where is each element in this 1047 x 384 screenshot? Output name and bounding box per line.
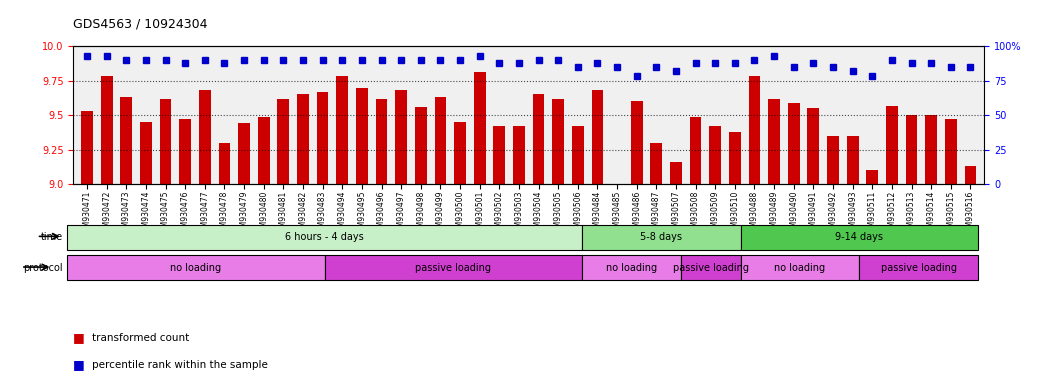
Bar [787, 103, 800, 184]
Bar [376, 99, 387, 184]
Bar [886, 106, 897, 184]
Text: percentile rank within the sample: percentile rank within the sample [92, 360, 268, 370]
Text: ■: ■ [73, 358, 85, 371]
Text: no loading: no loading [171, 263, 222, 273]
Bar [867, 170, 878, 184]
Bar [179, 119, 191, 184]
Bar [297, 94, 309, 184]
Bar [277, 99, 289, 184]
Text: 9-14 days: 9-14 days [836, 232, 884, 242]
Bar [690, 117, 701, 184]
Bar [650, 143, 662, 184]
Bar [768, 99, 780, 184]
Bar [944, 119, 957, 184]
Bar [82, 111, 93, 184]
Bar [120, 97, 132, 184]
Bar [316, 92, 329, 184]
Bar [473, 72, 486, 184]
Text: transformed count: transformed count [92, 333, 190, 343]
Bar [572, 126, 584, 184]
Bar [710, 126, 721, 184]
Text: 5-8 days: 5-8 days [641, 232, 683, 242]
Bar [493, 126, 505, 184]
Text: ■: ■ [73, 331, 85, 344]
Bar [964, 166, 976, 184]
Bar [847, 136, 859, 184]
Text: no loading: no loading [775, 263, 826, 273]
Text: no loading: no loading [606, 263, 658, 273]
Text: passive loading: passive loading [673, 263, 749, 273]
Text: protocol: protocol [23, 263, 63, 273]
Bar [906, 115, 917, 184]
Bar [926, 115, 937, 184]
Bar [552, 99, 564, 184]
Bar [670, 162, 682, 184]
Bar [435, 97, 446, 184]
Bar [454, 122, 466, 184]
Text: 6 hours - 4 days: 6 hours - 4 days [286, 232, 364, 242]
Bar [395, 90, 407, 184]
Bar [415, 107, 427, 184]
Bar [140, 122, 152, 184]
Bar [729, 132, 741, 184]
Bar [238, 124, 250, 184]
Text: passive loading: passive loading [881, 263, 957, 273]
Text: time: time [41, 232, 63, 242]
Text: passive loading: passive loading [416, 263, 491, 273]
Bar [199, 90, 210, 184]
Bar [749, 76, 760, 184]
Bar [356, 88, 367, 184]
Bar [807, 108, 819, 184]
Bar [258, 117, 269, 184]
Bar [630, 101, 643, 184]
Bar [592, 90, 603, 184]
Bar [827, 136, 839, 184]
Bar [101, 76, 113, 184]
Bar [336, 76, 348, 184]
Bar [159, 99, 172, 184]
Bar [219, 143, 230, 184]
Text: GDS4563 / 10924304: GDS4563 / 10924304 [73, 18, 207, 31]
Bar [533, 94, 544, 184]
Bar [513, 126, 525, 184]
